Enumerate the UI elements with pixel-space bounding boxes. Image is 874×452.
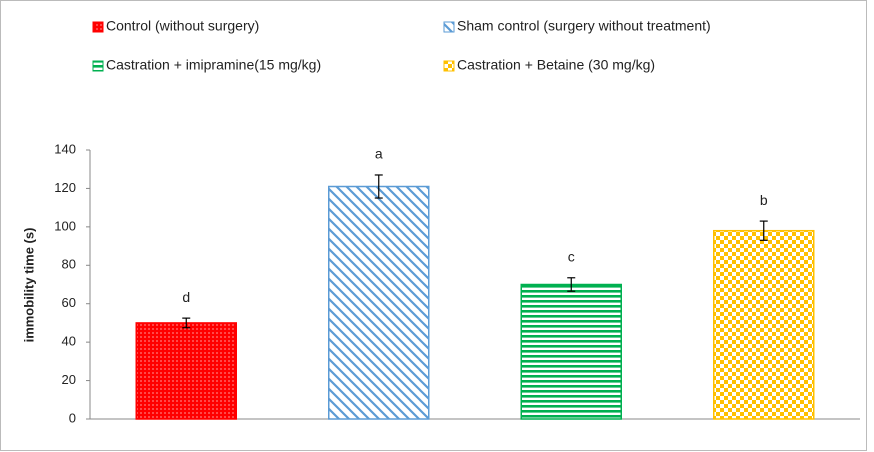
bar [520,283,622,420]
y-tick-label: 60 [62,295,76,310]
annotation: a [375,146,383,162]
legend-label: Castration + imipramine(15 mg/kg) [106,57,321,73]
legend-label: Control (without surgery) [106,18,259,34]
bar [135,322,237,420]
legend-swatch [443,21,455,33]
error-bar [567,277,576,292]
y-tick-label: 120 [54,180,76,195]
legend-swatch [92,21,104,33]
y-tick-label: 140 [54,141,76,156]
y-tick-label: 80 [62,257,76,272]
error-bar [759,220,768,241]
annotation: b [760,192,768,208]
bar [328,185,430,420]
error-bar [182,317,191,329]
y-tick-label: 20 [62,372,76,387]
y-tick-label: 0 [69,410,76,425]
legend-label: Sham control (surgery without treatment) [457,18,711,34]
y-tick-label: 40 [62,334,76,349]
legend-label: Castration + Betaine (30 mg/kg) [457,57,655,73]
y-axis-label: immobility time (s) [21,228,36,343]
legend-swatch [443,60,455,72]
annotation: c [568,248,575,264]
error-bar [374,174,383,199]
annotation: d [182,289,190,305]
y-tick-label: 100 [54,218,76,233]
bar [713,229,815,420]
legend-swatch [92,60,104,72]
